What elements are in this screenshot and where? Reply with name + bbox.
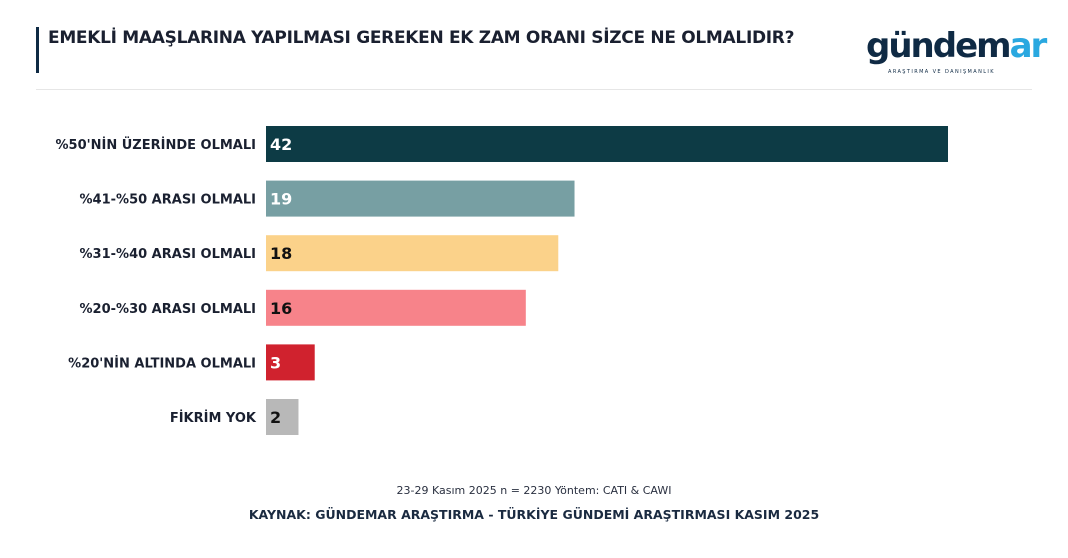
data-label: 2 <box>270 408 281 427</box>
logo-tagline: ARAŞTIRMA VE DANIŞMANLIK <box>888 69 995 75</box>
logo-wordmark: gündemar <box>866 26 1047 66</box>
bar <box>266 289 526 326</box>
logo: gündemar ARAŞTIRMA VE DANIŞMANLIK <box>866 24 1047 76</box>
title-accent-bar <box>36 27 39 73</box>
data-label: 16 <box>270 299 292 318</box>
category-label: FİKRİM YOK <box>170 410 257 426</box>
data-label: 42 <box>270 135 292 154</box>
data-label: 19 <box>270 190 292 209</box>
category-label: %41-%50 ARASI OLMALI <box>80 193 256 208</box>
bar <box>266 180 575 217</box>
source-note: KAYNAK: GÜNDEMAR ARAŞTIRMA - TÜRKİYE GÜN… <box>248 507 820 522</box>
divider <box>36 89 1032 90</box>
data-label: 18 <box>270 244 292 263</box>
bar <box>266 126 948 162</box>
category-label: %31-%40 ARASI OLMALI <box>80 247 256 262</box>
category-label: %20'NİN ALTINDA OLMALI <box>68 355 256 371</box>
chart-title: EMEKLİ MAAŞLARINA YAPILMASI GEREKEN EK Z… <box>48 28 795 48</box>
bar <box>266 399 299 435</box>
survey-meta: 23-29 Kasım 2025 n = 2230 Yöntem: CATI &… <box>396 484 672 497</box>
bar <box>266 344 315 381</box>
data-label: 3 <box>270 353 281 372</box>
category-label: %50'NİN ÜZERİNDE OLMALI <box>56 137 256 153</box>
bar <box>266 235 559 272</box>
category-label: %20-%30 ARASI OLMALI <box>80 302 256 317</box>
